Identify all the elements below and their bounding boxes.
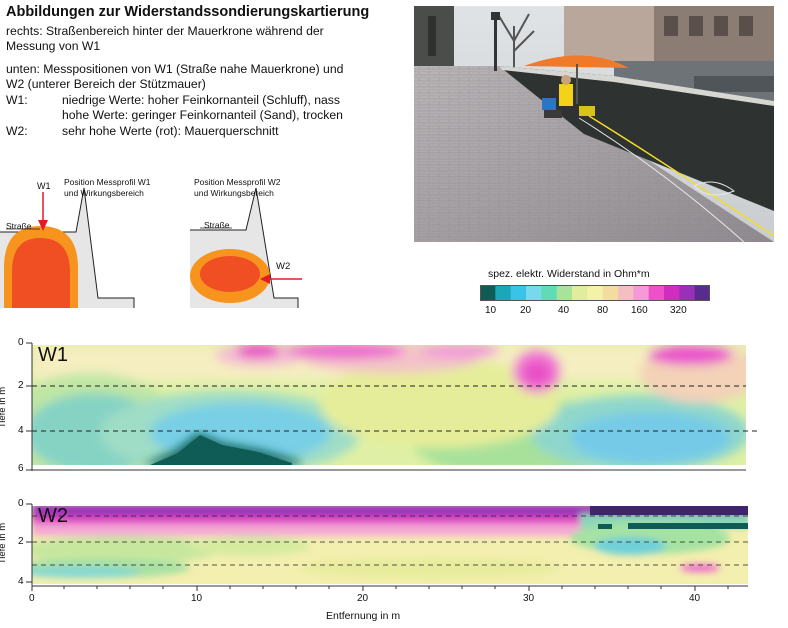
sketch-w2-caption-1: Position Messprofil W2 <box>194 177 281 187</box>
legend-swatch <box>572 285 588 301</box>
xtick-40: 40 <box>689 593 701 604</box>
legend-swatch <box>633 285 650 301</box>
sketch-w2-marker: W2 <box>276 261 291 272</box>
legend-swatch <box>587 285 604 301</box>
profile-w2 <box>0 494 788 594</box>
legend-swatch <box>679 285 696 301</box>
w1-ytick-0: 0 <box>18 337 24 348</box>
legend-ticks: 10 20 40 80 160 320 <box>480 305 740 319</box>
sketch-w1-caption-2: und Wirkungsbereich <box>64 188 144 198</box>
legend-swatch <box>526 285 542 301</box>
figure-title: Abbildungen zur Widerstandssondierungska… <box>6 4 370 20</box>
legend-swatch <box>510 285 527 301</box>
desc-line-2: Messung von W1 <box>6 39 101 53</box>
xtick-30: 30 <box>523 593 535 604</box>
profile-w2-label: W2 <box>38 505 68 527</box>
legend-tick-10: 10 <box>485 305 497 316</box>
legend-colorbar <box>480 285 711 301</box>
legend-title: spez. elektr. Widerstand in Ohm*m <box>488 268 650 280</box>
desc-w2-row: W2: sehr hohe Werte (rot): Mauerquerschn… <box>6 124 406 139</box>
desc-w2-label: W2: <box>6 124 28 138</box>
sketch-w1-street: Straße <box>6 221 32 231</box>
legend-swatch <box>480 285 496 301</box>
xtick-20: 20 <box>357 593 369 604</box>
desc-w1-label: W1: <box>6 93 28 107</box>
sketch-w2-caption-2: und Wirkungsbereich <box>194 188 274 198</box>
desc-line-3: unten: Messpositionen von W1 (Straße nah… <box>6 62 344 76</box>
sketch-w2 <box>190 168 330 316</box>
legend-tick-160: 160 <box>631 305 648 316</box>
desc-w1-text-2: hohe Werte: geringer Feinkornanteil (San… <box>62 108 343 122</box>
desc-line-1: rechts: Straßenbereich hinter der Mauerk… <box>6 24 324 38</box>
legend-swatch <box>602 285 619 301</box>
sketch-w1 <box>0 168 170 316</box>
w1-ytick-4: 4 <box>18 425 24 436</box>
legend-tick-80: 80 <box>597 305 609 316</box>
legend-swatch <box>618 285 634 301</box>
legend-swatch <box>495 285 512 301</box>
profile-w1 <box>0 333 788 478</box>
profile-w1-label: W1 <box>38 344 68 366</box>
w2-ylabel: Tiefe in m <box>0 523 9 565</box>
legend-swatch <box>648 285 665 301</box>
desc-w1-text-1: niedrige Werte: hoher Feinkornanteil (Sc… <box>62 93 340 107</box>
legend-tick-320: 320 <box>670 305 687 316</box>
w2-ytick-4: 4 <box>18 576 24 587</box>
legend-tick-40: 40 <box>558 305 570 316</box>
xaxis-label: Entfernung in m <box>326 610 401 622</box>
legend-swatch <box>694 285 711 301</box>
legend-swatch <box>541 285 558 301</box>
legend-frame <box>480 285 710 301</box>
legend-tick-20: 20 <box>520 305 532 316</box>
desc-line-4: W2 (unterer Bereich der Stützmauer) <box>6 77 206 91</box>
street-photo <box>414 6 774 242</box>
xtick-10: 10 <box>191 593 203 604</box>
w2-ytick-2: 2 <box>18 536 24 547</box>
xtick-0: 0 <box>29 593 35 604</box>
sketch-w2-street: Straße <box>204 220 230 230</box>
legend-swatch <box>556 285 573 301</box>
desc-w1-row-1: W1: niedrige Werte: hoher Feinkornanteil… <box>6 93 406 108</box>
w1-ytick-6: 6 <box>18 463 24 474</box>
legend-swatch <box>664 285 680 301</box>
w1-ytick-2: 2 <box>18 380 24 391</box>
w1-ylabel: Tiefe in m <box>0 387 9 429</box>
desc-w2-text: sehr hohe Werte (rot): Mauerquerschnitt <box>62 124 279 138</box>
sketch-w1-caption-1: Position Messprofil W1 <box>64 177 151 187</box>
sketch-w1-marker: W1 <box>37 181 51 191</box>
w2-ytick-0: 0 <box>18 498 24 509</box>
